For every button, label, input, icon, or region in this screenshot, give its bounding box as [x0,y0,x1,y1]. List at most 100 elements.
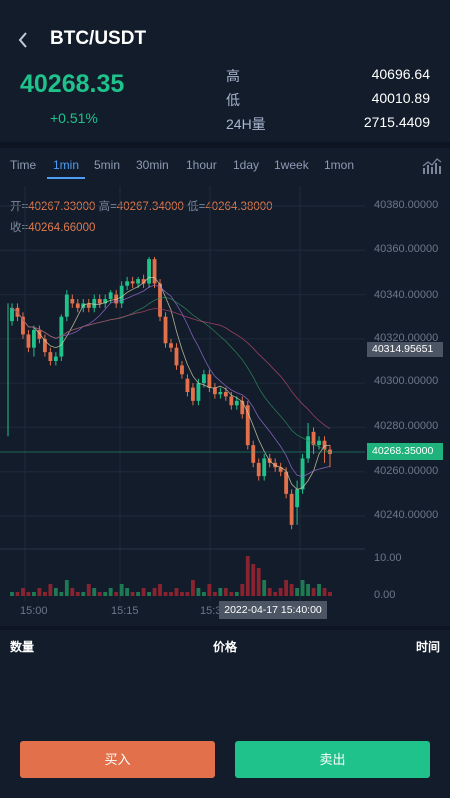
close-label: 收= [10,222,29,234]
candle-body [21,316,25,335]
volume-bar [245,556,250,596]
volume-bar [240,584,245,596]
volume-bar [37,588,42,596]
y-tick: 40340.00000 [374,289,439,301]
volume-bar [70,588,75,596]
tab-time[interactable]: Time [10,158,37,172]
volume-bar [251,564,256,596]
candle-body [86,303,91,308]
candle-body [103,299,108,304]
sell-button[interactable]: 卖出 [235,741,430,778]
tab-1hour[interactable]: 1hour [186,158,217,172]
volume-bar [180,592,184,596]
candle-body [26,334,31,348]
interval-tabs: Time 1min 5min 30min 1hour 1day 1week 1m… [0,148,450,184]
y-tick: 40240.00000 [374,509,439,521]
candle-body [306,436,310,459]
candle-body [322,440,327,450]
candle-body [152,259,157,284]
ohlc-row-2: 收=40264.66000 [10,219,95,235]
open-value: 40267.33000 [28,201,96,213]
volume-bar [169,592,173,596]
moving-average-line [11,307,331,430]
volume-bar [174,588,179,596]
tab-5min[interactable]: 5min [94,158,121,172]
candle-body [59,316,64,357]
volume-bar [75,592,80,596]
last-price-tag: 40268.35000 [367,443,443,460]
volume-bar [223,588,228,596]
indicator-chart-icon[interactable] [422,157,442,175]
tab-1week[interactable]: 1week [274,158,309,172]
candle-body [53,356,58,361]
volume-bar [21,588,25,596]
candle-body [317,440,321,446]
price-change: +0.51% [50,110,98,126]
candle-body [75,303,80,308]
volume-bar [278,588,283,596]
candle-body [97,299,102,304]
buy-button[interactable]: 买入 [20,741,215,778]
volume-tick: 10.00 [374,552,402,564]
volume-bar [86,584,91,596]
tab-1min[interactable]: 1min [53,158,80,172]
volume-bar [125,588,130,596]
moving-average-line [11,284,331,478]
y-tick: 40260.00000 [374,465,439,477]
volume-bar [48,584,53,596]
volume-bar [262,580,267,596]
volume-bar [59,592,64,596]
high-label-chart: 高= [98,201,117,213]
volume-bar [114,592,119,596]
volume-bar [185,592,190,596]
candle-body [201,374,206,384]
candle-body [185,378,190,392]
volume-bar [328,592,332,596]
volume-bar [256,568,261,596]
volume-bar [64,580,69,596]
crosshair-price-tag: 40314.95651 [367,342,443,357]
col-quantity: 数量 [10,640,35,654]
candle-body [92,299,97,308]
volume-bar [108,588,113,596]
y-tick: 40360.00000 [374,243,439,255]
candle-body [169,343,173,348]
low-label: 低 [226,92,240,108]
volume-bar [130,592,135,596]
volume-bar [311,588,316,596]
x-tick: 15:3 [200,605,222,617]
volume-bar [32,592,36,596]
candle-body [108,292,113,299]
volume-24h-value: 2715.4409 [363,114,430,130]
candle-body [64,294,69,317]
candle-body [32,330,36,348]
candle-body [141,279,146,284]
volume-bar [234,592,239,596]
pair-title: BTC/USDT [50,28,147,49]
volume-bar [81,592,86,596]
open-label: 开= [10,201,29,213]
tab-30min[interactable]: 30min [136,158,169,172]
current-price: 40268.35 [20,70,125,98]
candle-body [256,462,261,477]
tab-1mon[interactable]: 1mon [324,158,355,172]
candle-body [10,307,14,322]
volume-bar [196,588,201,596]
volume-bar [289,584,294,596]
candle-body [125,281,130,286]
moving-average-line [11,276,331,490]
candlestick-chart[interactable] [0,186,450,626]
back-chevron-icon[interactable] [14,28,34,52]
high-label: 高 [226,68,240,84]
volume-bar [53,588,58,596]
volume-bar [92,588,97,596]
candle-body [158,283,162,317]
candle-body [207,374,212,388]
tab-1day[interactable]: 1day [233,158,260,172]
candle-body [245,405,250,446]
volume-bar [103,592,108,596]
candle-body [147,259,151,284]
candle-body [289,493,294,525]
candle-body [48,352,53,361]
candle-body [191,387,195,401]
